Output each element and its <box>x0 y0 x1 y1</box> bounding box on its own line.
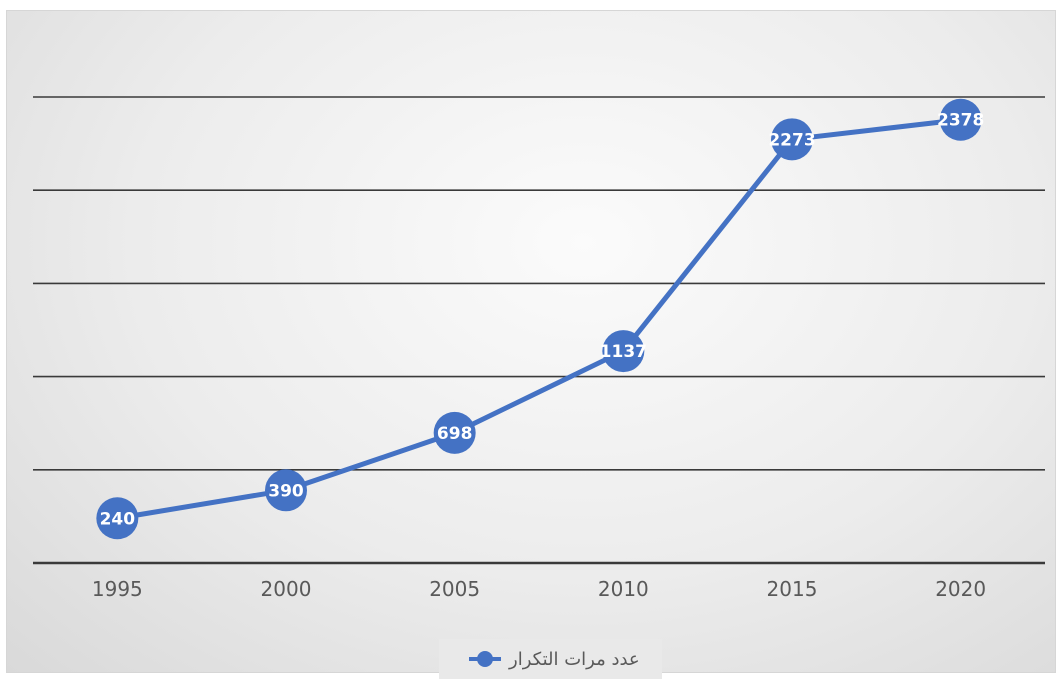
gridlines <box>33 96 1045 565</box>
data-label: 698 <box>437 424 473 444</box>
chart-area: 1995 2000 2005 2010 2015 2020 240 390 698 1137 22… <box>6 10 1056 679</box>
data-label: 2378 <box>937 111 984 131</box>
data-label: 240 <box>100 509 136 529</box>
data-point <box>433 411 476 454</box>
x-tick-label: 2010 <box>598 577 649 601</box>
legend-marker-icon <box>469 651 501 667</box>
data-point <box>939 98 982 141</box>
data-label: 390 <box>268 481 304 501</box>
series-layer: 240 390 698 1137 2273 2378 <box>96 98 984 540</box>
data-point <box>96 497 139 540</box>
series-line <box>114 117 964 521</box>
line-chart: 1995 2000 2005 2010 2015 2020 240 390 698 1137 22… <box>33 96 1045 601</box>
x-tick-label: 2005 <box>429 577 480 601</box>
x-tick-label: 1995 <box>92 577 143 601</box>
data-point <box>602 330 645 373</box>
x-axis-tick-labels: 1995 2000 2005 2010 2015 2020 <box>92 577 986 601</box>
legend-label: عدد مرات التكرار <box>509 648 640 670</box>
x-tick-label: 2020 <box>935 577 986 601</box>
data-label: 1137 <box>600 342 647 362</box>
legend: عدد مرات التكرار <box>439 639 662 679</box>
data-point <box>771 118 813 161</box>
x-tick-label: 2015 <box>767 577 818 601</box>
x-tick-label: 2000 <box>261 577 312 601</box>
data-label: 2273 <box>768 130 815 150</box>
data-point <box>265 469 307 512</box>
